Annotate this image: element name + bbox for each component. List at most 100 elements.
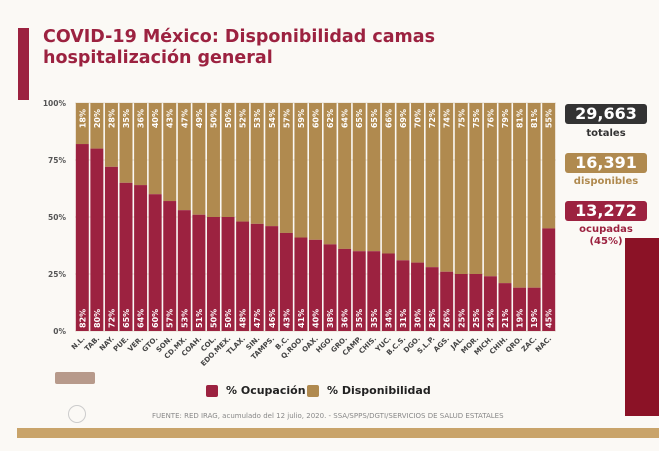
page-title: COVID-19 México: Disponibilidad camas ho… [43,27,435,68]
data-label-ocupacion: 30% [414,309,423,328]
data-label-disponibilidad: 76% [486,109,495,128]
data-label-disponibilidad: 18% [78,109,87,128]
bar-ocupacion [250,223,264,331]
bar-disponibilidad [236,103,250,222]
data-label-disponibilidad: 65% [370,109,379,128]
data-label-disponibilidad: 49% [195,109,204,128]
x-tick-label: AGS. [432,335,451,354]
data-label-ocupacion: 51% [195,309,204,328]
bar-ocupacion [498,283,512,331]
data-label-disponibilidad: 75% [457,109,466,128]
bar-disponibilidad [454,103,468,274]
data-label-disponibilidad: 75% [472,109,481,128]
totales-value: 29,663 [565,104,647,124]
data-label-disponibilidad: 43% [166,109,175,128]
data-label-disponibilidad: 70% [414,109,423,128]
bar-disponibilidad [279,103,293,233]
x-tick-label: QRO. [504,335,524,355]
bar-disponibilidad [469,103,483,274]
bar-ocupacion [381,253,395,331]
data-label-disponibilidad: 35% [122,109,131,128]
data-label-ocupacion: 57% [166,309,175,328]
bar-disponibilidad [221,103,235,217]
data-label-disponibilidad: 28% [107,109,116,128]
bar-disponibilidad [177,103,191,211]
bar-disponibilidad [483,103,497,277]
data-label-disponibilidad: 59% [297,109,306,128]
data-label-disponibilidad: 66% [384,109,393,128]
bar-disponibilidad [352,103,366,252]
data-label-ocupacion: 34% [384,309,393,328]
national-seal [68,405,86,423]
bar-disponibilidad [75,103,89,145]
bar-ocupacion [338,248,352,331]
legend-swatch-disponibilidad [307,384,319,397]
bar-ocupacion [513,287,527,331]
data-label-ocupacion: 19% [530,309,539,328]
data-label-ocupacion: 40% [312,309,321,328]
bar-ocupacion [454,274,468,331]
bar-disponibilidad [90,103,104,149]
bar-disponibilidad [250,103,264,224]
data-label-disponibilidad: 69% [399,109,408,128]
bar-disponibilidad [542,103,556,229]
data-label-ocupacion: 28% [428,309,437,328]
data-label-disponibilidad: 53% [253,109,262,128]
data-label-ocupacion: 25% [457,309,466,328]
bar-ocupacion [148,194,162,331]
ocupadas-label: ocupadas [579,224,633,235]
bar-ocupacion [542,228,556,331]
data-label-disponibilidad: 50% [224,109,233,128]
data-label-disponibilidad: 50% [209,109,218,128]
data-label-ocupacion: 82% [78,309,87,328]
data-label-disponibilidad: 40% [151,109,160,128]
bar-disponibilidad [265,103,279,227]
data-label-disponibilidad: 55% [545,109,554,128]
legend-label: % Disponibilidad [327,384,431,397]
bar-ocupacion [483,276,497,331]
data-label-ocupacion: 50% [224,309,233,328]
bar-ocupacion [425,267,439,331]
legend-ocupacion: % Ocupación [206,384,306,397]
data-label-disponibilidad: 79% [501,109,510,128]
x-tick-label: NAC. [534,335,553,354]
data-label-ocupacion: 53% [180,309,189,328]
bar-ocupacion [177,210,191,331]
data-label-ocupacion: 21% [501,309,510,328]
title-accent-bar [18,28,29,100]
bar-ocupacion [119,182,133,331]
data-label-ocupacion: 36% [341,309,350,328]
ocupadas-value: 13,272 [565,201,647,221]
bar-disponibilidad [411,103,425,263]
bar-disponibilidad [309,103,322,240]
bar-disponibilidad [425,103,439,268]
bar-ocupacion [206,217,220,331]
data-label-disponibilidad: 74% [443,109,452,128]
y-tick-label: 25% [48,270,66,279]
data-label-ocupacion: 60% [151,309,160,328]
data-label-disponibilidad: 47% [180,109,189,128]
source-note: FUENTE: RED IRAG, acumulado del 12 julio… [152,412,504,420]
bar-disponibilidad [148,103,162,195]
bar-ocupacion [367,251,381,331]
data-label-disponibilidad: 81% [530,109,539,128]
disponibles-label: disponibles [573,176,639,187]
bar-ocupacion [192,214,206,331]
disponibles-value: 16,391 [565,153,647,173]
bar-ocupacion [279,232,293,331]
y-tick-label: 0% [53,327,66,336]
legend-swatch-ocupacion [206,384,218,397]
bar-disponibilidad [367,103,381,252]
bar-disponibilidad [119,103,133,183]
data-label-disponibilidad: 36% [137,109,146,128]
data-label-ocupacion: 80% [93,309,102,328]
legend-disponibilidad: % Disponibilidad [307,384,431,397]
totales-label: totales [586,128,626,139]
speaker-video [625,238,659,416]
data-label-disponibilidad: 52% [239,109,248,128]
data-label-disponibilidad: 72% [428,109,437,128]
data-label-ocupacion: 65% [122,309,131,328]
x-tick-label: TAB. [83,335,101,353]
data-label-ocupacion: 35% [355,309,364,328]
y-tick-label: 50% [48,213,66,222]
